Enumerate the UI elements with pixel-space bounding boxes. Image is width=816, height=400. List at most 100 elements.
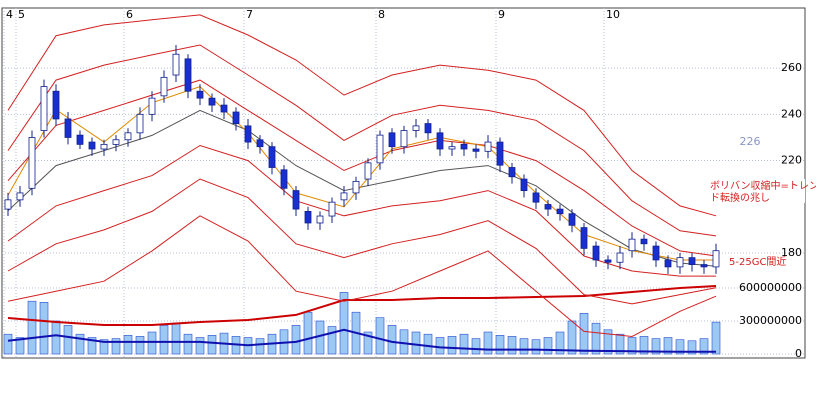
candle-body [556, 208, 564, 215]
candle-body [652, 245, 660, 261]
volume-bar [447, 336, 457, 355]
candle-body [520, 178, 528, 192]
volume-bar [399, 329, 409, 355]
volume-bar [27, 300, 37, 355]
volume-bar [519, 338, 529, 355]
volume-bar [123, 334, 133, 355]
candle-body [256, 139, 264, 148]
volume-bar [423, 333, 433, 355]
x-tick-label: 8 [378, 8, 385, 21]
volume-bar [615, 333, 625, 355]
price-marker: 226 [740, 135, 761, 148]
candle-body [604, 259, 612, 263]
volume-bar [591, 322, 601, 355]
volume-bar [699, 338, 709, 355]
x-tick-label: 9 [498, 8, 505, 21]
candle-body [232, 111, 240, 124]
volume-bar [159, 325, 169, 355]
candle-body [592, 245, 600, 261]
candle-body [76, 134, 84, 145]
candle-body [424, 123, 432, 134]
candle-body [88, 141, 96, 150]
volume-bar [87, 337, 97, 355]
x-tick-label: 6 [126, 8, 133, 21]
volume-bar [39, 301, 49, 355]
volume-bar [147, 331, 157, 355]
candle-body [64, 118, 72, 138]
volume-bar [255, 338, 265, 355]
volume-bar [3, 333, 13, 355]
candle-body [4, 199, 12, 210]
volume-bar [639, 336, 649, 355]
volume-bar [15, 337, 25, 355]
candle-body [16, 192, 24, 201]
candle-body [28, 137, 36, 189]
volume-bar [171, 322, 181, 355]
volume-bar [339, 292, 349, 355]
volume-bar [495, 334, 505, 355]
volume-bar [579, 312, 589, 355]
candle-body [568, 213, 576, 226]
candle-body [364, 162, 372, 180]
volume-bar [63, 325, 73, 355]
candle-body [640, 238, 648, 245]
candle-body [532, 192, 540, 203]
chart-frame [1, 7, 806, 359]
volume-bar [363, 331, 373, 355]
candle-body [688, 257, 696, 265]
candle-body [40, 86, 48, 131]
candle-body [304, 211, 312, 224]
candle-body [436, 132, 444, 150]
candle-body [100, 143, 108, 150]
indicator-line [7, 215, 717, 338]
volume-bar [411, 331, 421, 355]
candle-body [676, 257, 684, 268]
annotation-bg [708, 179, 805, 203]
x-tick-label: 7 [246, 8, 253, 21]
candle-body [340, 192, 348, 201]
candle-body [112, 139, 120, 145]
candle-body [244, 125, 252, 143]
candle-body [280, 169, 288, 189]
y-tick-label: 0 [795, 347, 802, 360]
y-tick-label: 600000000 [739, 281, 802, 294]
volume-bar [291, 325, 301, 355]
indicator-line [7, 178, 717, 305]
candle-body [268, 146, 276, 168]
volume-average-line [7, 285, 717, 326]
volume-bar [627, 337, 637, 355]
indicator-line [7, 44, 717, 237]
candle-body [388, 132, 396, 148]
candle-body [316, 215, 324, 224]
volume-average-line [7, 328, 716, 353]
annotation: ド転換の兆し [710, 192, 770, 204]
volume-bar [195, 337, 205, 355]
candle-body [208, 97, 216, 106]
volume-bar [387, 325, 397, 355]
x-tick-label: 4 [6, 8, 13, 21]
plot-area [3, 14, 721, 355]
candle-body [496, 141, 504, 166]
volume-bar [111, 338, 121, 355]
candle-body [412, 125, 420, 131]
volume-bar [531, 339, 541, 355]
y-tick-label: 260 [781, 61, 802, 74]
volume-bar [543, 337, 553, 355]
candle-body [376, 134, 384, 164]
volume-bar [435, 337, 445, 355]
candle-body [400, 130, 408, 148]
volume-bar [507, 336, 517, 355]
volume-bar [303, 311, 313, 355]
volume-bar [135, 336, 145, 355]
candle-body [184, 58, 192, 92]
candle-body [136, 113, 144, 134]
volume-bar [183, 333, 193, 355]
candle-body [712, 250, 720, 268]
candle-body [292, 190, 300, 210]
annotation: 5-25GC間近 [729, 255, 786, 268]
candle-body [328, 201, 336, 217]
annotation-bg [727, 255, 787, 269]
indicator-line [7, 14, 717, 217]
y-tick-label: 180 [781, 246, 802, 259]
candle-body [460, 143, 468, 150]
